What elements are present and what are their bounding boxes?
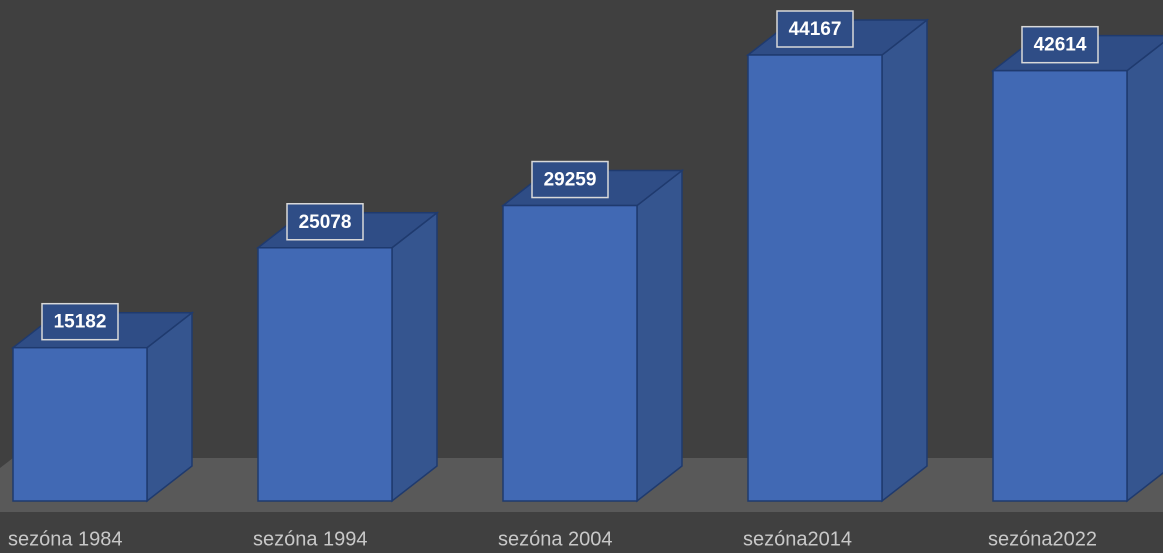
value-label: 25078 bbox=[299, 212, 352, 233]
value-label-box bbox=[776, 10, 854, 48]
x-tick-label: sezóna2014 bbox=[743, 528, 852, 550]
value-label: 44167 bbox=[789, 19, 842, 40]
bar-side bbox=[881, 18, 928, 503]
value-label-box bbox=[286, 203, 364, 241]
bar bbox=[992, 69, 1128, 502]
value-label-box bbox=[531, 160, 609, 199]
x-tick-label: sezóna 1984 bbox=[8, 528, 123, 550]
bar-side bbox=[391, 211, 438, 503]
x-tick-label: sezóna 1994 bbox=[253, 528, 368, 550]
value-label: 15182 bbox=[54, 312, 107, 333]
bar-side bbox=[1126, 41, 1163, 503]
value-label: 42614 bbox=[1034, 35, 1087, 56]
x-tick-label: sezóna 2004 bbox=[498, 528, 613, 550]
value-label: 29259 bbox=[544, 170, 597, 191]
bar bbox=[257, 247, 393, 502]
value-label-box bbox=[1021, 25, 1099, 64]
bar-side bbox=[636, 169, 683, 503]
value-label-box bbox=[41, 302, 119, 341]
x-tick-label: sezóna2022 bbox=[988, 528, 1097, 550]
bar bbox=[12, 346, 148, 502]
bar bbox=[502, 204, 638, 502]
bar bbox=[747, 54, 883, 502]
